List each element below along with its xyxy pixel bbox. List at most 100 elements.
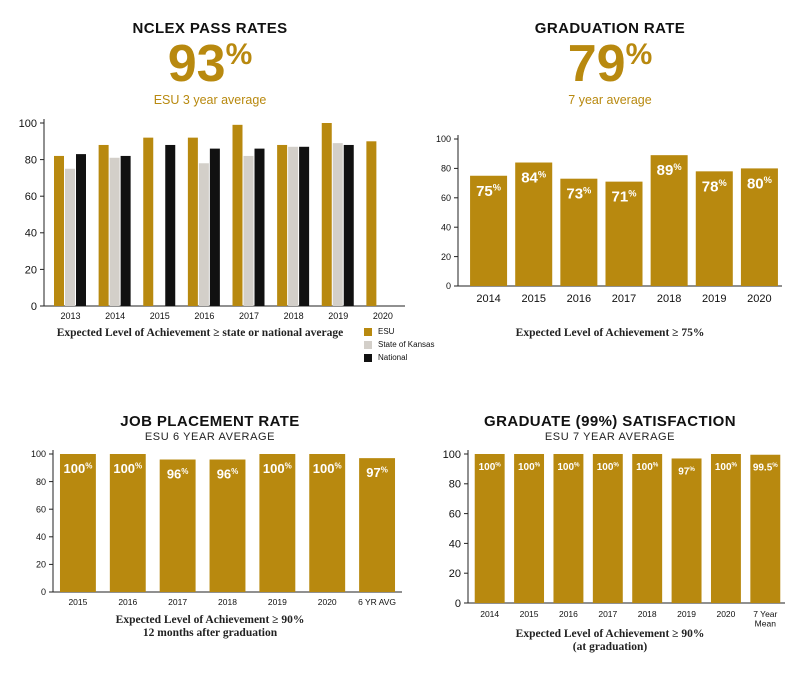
satisfaction-bar <box>632 454 663 603</box>
job-x-tick-label: 2019 <box>268 597 287 607</box>
job-data-label: 100% <box>263 461 292 476</box>
nclex-bar-esu <box>187 137 198 306</box>
satisfaction-bar <box>514 454 545 603</box>
satisfaction-data-label: 100% <box>597 462 620 474</box>
legend-label-state: State of Kansas <box>378 340 435 349</box>
legend-label-esu: ESU <box>378 327 395 336</box>
nclex-big-value: 93% <box>60 38 360 90</box>
job-y-tick-label: 80 <box>36 477 46 487</box>
satisfaction-note-line2: (at graduation) <box>572 641 648 653</box>
job-title: JOB PLACEMENT RATE <box>120 413 300 430</box>
nclex-x-tick-label: 2018 <box>284 311 304 321</box>
satisfaction-bar <box>671 458 702 603</box>
job-note-line2: 12 months after graduation <box>142 627 278 639</box>
satisfaction-note-line1: Expected Level of Achievement ≥ 90% <box>515 628 705 640</box>
satisfaction-x-tick-label: 7 Year Mean <box>753 609 777 629</box>
nclex-x-tick-label: 2017 <box>239 311 259 321</box>
nclex-bar-esu <box>143 137 154 306</box>
graduation-big-number: 79 <box>567 35 626 93</box>
graduation-y-tick-label: 0 <box>446 281 451 291</box>
nclex-y-tick-label: 100 <box>19 118 37 130</box>
graduation-bar <box>470 175 508 286</box>
legend-swatch-state <box>364 340 372 349</box>
nclex-y-tick-label: 40 <box>25 228 37 240</box>
job-bar <box>209 459 246 592</box>
nclex-bar-esu <box>321 123 332 306</box>
satisfaction-x-tick-label: 2014 <box>480 609 499 619</box>
job-expected-note: Expected Level of Achievement ≥ 90% 12 m… <box>60 614 360 640</box>
nclex-title: NCLEX PASS RATES <box>132 20 288 37</box>
satisfaction-y-tick-label: 0 <box>455 598 461 610</box>
graduation-y-tick-label: 80 <box>441 164 451 174</box>
job-bar <box>59 454 96 592</box>
job-data-label: 100% <box>63 461 92 476</box>
nclex-x-tick-label: 2020 <box>373 311 393 321</box>
satisfaction-y-tick-label: 80 <box>449 479 461 491</box>
job-x-tick-label: 2020 <box>318 597 337 607</box>
graduation-y-tick-label: 100 <box>436 134 451 144</box>
satisfaction-bar <box>710 454 741 603</box>
job-bar <box>109 454 146 592</box>
satisfaction-x-tick-label: 2016 <box>559 609 578 619</box>
job-y-tick-label: 100 <box>31 449 46 459</box>
satisfaction-expected-note: Expected Level of Achievement ≥ 90% (at … <box>460 628 760 654</box>
satisfaction-x-tick-label: 2020 <box>716 609 735 619</box>
satisfaction-bar <box>592 454 623 603</box>
graduation-bar <box>605 181 643 286</box>
nclex-bar-state <box>65 168 75 306</box>
nclex-big-number: 93 <box>167 35 226 93</box>
job-data-label: 100% <box>113 461 142 476</box>
nclex-y-tick-label: 20 <box>25 264 37 276</box>
satisfaction-data-label: 100% <box>636 462 659 474</box>
satisfaction-bar <box>750 454 781 603</box>
graduation-y-tick-label: 20 <box>441 252 451 262</box>
graduation-bar <box>650 155 688 286</box>
graduation-x-tick-label: 2020 <box>747 293 771 305</box>
nclex-x-tick-label: 2019 <box>328 311 348 321</box>
satisfaction-title: GRADUATE (99%) SATISFACTION <box>484 413 736 430</box>
nclex-x-tick-label: 2014 <box>105 311 125 321</box>
job-subtitle: ESU 6 YEAR AVERAGE <box>144 431 276 443</box>
graduation-bar <box>695 171 733 286</box>
nclex-y-tick-label: 0 <box>31 301 37 313</box>
job-note-line1: Expected Level of Achievement ≥ 90% <box>115 614 305 626</box>
job-x-tick-label: 2018 <box>218 597 237 607</box>
legend-swatch-esu <box>364 327 372 336</box>
graduation-x-tick-label: 2019 <box>702 293 726 305</box>
nclex-legend: ESU State of Kansas National <box>364 325 434 364</box>
graduation-x-tick-label: 2016 <box>567 293 591 305</box>
job-x-tick-label: 2016 <box>118 597 137 607</box>
job-x-tick-label: 2015 <box>68 597 87 607</box>
satisfaction-subtitle: ESU 7 YEAR AVERAGE <box>544 431 676 443</box>
legend-item-national: National <box>364 351 434 364</box>
nclex-bar-national <box>76 154 86 306</box>
graduation-bar <box>515 162 553 286</box>
legend-item-esu: ESU <box>364 325 434 338</box>
satisfaction-bar <box>474 454 505 603</box>
nclex-chart: 0 20 40 60 80 100 2013 2014 2015 2016 2017 2018 2019… <box>19 118 405 321</box>
job-y-tick-label: 20 <box>36 560 46 570</box>
graduation-bar <box>560 178 598 286</box>
graduation-x-tick-label: 2014 <box>476 293 500 305</box>
nclex-y-tick-label: 80 <box>25 154 37 166</box>
job-x-tick-label: 6 YR AVG <box>358 597 396 607</box>
nclex-bar-national <box>343 144 354 306</box>
graduation-x-tick-label: 2017 <box>612 293 636 305</box>
nclex-x-tick-label: 2013 <box>60 311 80 321</box>
satisfaction-y-tick-label: 40 <box>449 538 461 550</box>
nclex-bar-state <box>109 157 120 306</box>
nclex-x-tick-label: 2016 <box>194 311 214 321</box>
nclex-bar-esu <box>277 144 288 306</box>
job-chart: 020406080100100%2015100%201696%201796%20… <box>31 449 402 607</box>
satisfaction-x-tick-label: 2018 <box>638 609 657 619</box>
job-data-label: 100% <box>313 461 342 476</box>
job-bar <box>259 454 296 592</box>
nclex-expected-note: Expected Level of Achievement ≥ state or… <box>56 327 344 339</box>
nclex-bar-national <box>254 148 265 306</box>
satisfaction-x-tick-label: 2019 <box>677 609 696 619</box>
graduation-x-tick-label: 2018 <box>657 293 681 305</box>
nclex-bar-national <box>299 146 310 306</box>
graduation-title: GRADUATION RATE <box>534 20 686 37</box>
graduation-big-unit: % <box>625 38 653 71</box>
graduation-expected-note: Expected Level of Achievement ≥ 75% <box>515 327 705 339</box>
